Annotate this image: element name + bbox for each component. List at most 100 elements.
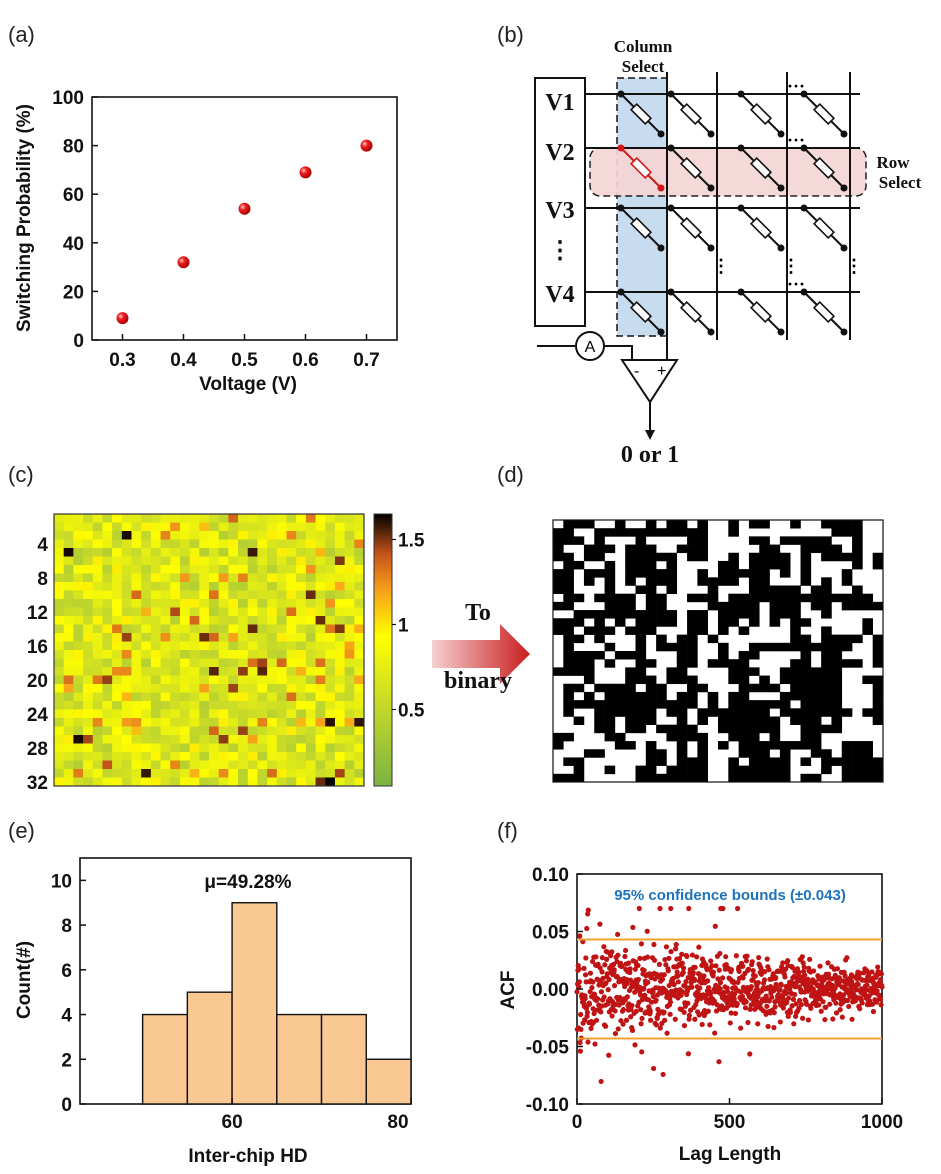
- heatmap-cell: [141, 650, 152, 659]
- heatmap-cell: [179, 641, 191, 651]
- heatmap-cell: [102, 539, 113, 549]
- row-ellipsis: ···: [787, 130, 805, 150]
- binary-cell: [810, 683, 822, 693]
- binary-cell: [779, 700, 791, 709]
- heatmap-cell: [121, 548, 132, 557]
- comparator-icon: [620, 359, 679, 404]
- binary-cell: [831, 675, 843, 685]
- binary-cell: [687, 757, 698, 766]
- binary-cell: [583, 667, 595, 676]
- acf-point: [736, 968, 742, 974]
- binary-cell: [666, 569, 678, 578]
- acf-point: [671, 981, 677, 988]
- heatmap-cell: [54, 565, 65, 574]
- heatmap-cell: [325, 590, 336, 600]
- binary-cell: [779, 569, 791, 578]
- heatmap-cell: [102, 650, 113, 659]
- heatmap-cell: [296, 624, 307, 634]
- acf-point: [648, 999, 655, 1005]
- heatmap-cell: [141, 718, 152, 727]
- binary-cell: [748, 536, 760, 545]
- acf-point: [816, 1002, 822, 1008]
- binary-cell: [738, 683, 750, 693]
- acf-point: [732, 1010, 739, 1017]
- heatmap-cell: [238, 752, 249, 761]
- heatmap-cell: [334, 667, 346, 676]
- heatmap-cell: [63, 573, 74, 583]
- heatmap-cell: [179, 624, 191, 634]
- binary-cell: [769, 552, 781, 562]
- heatmap-cell: [189, 565, 200, 574]
- heatmap-cell: [73, 565, 84, 574]
- heatmap-cell: [247, 667, 258, 676]
- heatmap-cell: [92, 726, 103, 736]
- heatmap-cell: [170, 675, 181, 685]
- binary-cell: [687, 691, 698, 701]
- binary-cell: [862, 593, 873, 603]
- acf-point: [849, 1016, 855, 1022]
- heatmap-cell: [334, 548, 346, 557]
- heatmap-cell: [102, 565, 113, 574]
- binary-cell: [666, 528, 678, 537]
- heatmap-cell: [102, 590, 113, 600]
- binary-cell: [748, 520, 760, 529]
- acf-point: [641, 967, 647, 974]
- heatmap-cell: [344, 675, 355, 685]
- binary-cell: [759, 724, 770, 734]
- binary-cell: [790, 585, 801, 594]
- acf-point: [784, 999, 790, 1006]
- voltage-v4: V4: [545, 282, 574, 308]
- heatmap-cell: [73, 667, 84, 676]
- heatmap-cell: [296, 752, 307, 761]
- heatmap-cell: [218, 522, 229, 532]
- binary-cell: [573, 757, 585, 766]
- heatmap-cell: [209, 684, 220, 693]
- acf-point: [675, 979, 681, 985]
- heatmap-cell: [179, 522, 191, 532]
- heatmap-cell: [286, 735, 297, 744]
- column-ellipsis: ⋮: [845, 256, 863, 276]
- heatmap-cell: [141, 548, 152, 557]
- heatmap-cell: [315, 701, 326, 710]
- heatmap-cell: [286, 752, 297, 761]
- heatmap-cell: [141, 743, 152, 753]
- heatmap-cell: [189, 726, 200, 736]
- heatmap-cell: [334, 726, 346, 736]
- binary-cell: [779, 708, 791, 717]
- binary-cell: [831, 651, 843, 660]
- heatmap-cell: [334, 684, 346, 693]
- binary-cell: [821, 552, 832, 562]
- binary-cell: [676, 716, 688, 725]
- binary-cell: [862, 765, 873, 775]
- binary-cell: [697, 749, 708, 758]
- heatmap-cell: [179, 531, 191, 540]
- binary-cell: [563, 757, 574, 766]
- binary-cell: [821, 593, 832, 603]
- heatmap-cell: [209, 701, 220, 710]
- binary-cell: [594, 593, 605, 603]
- binary-cell: [635, 626, 647, 635]
- acf-point: [724, 989, 731, 995]
- heatmap-cell: [257, 735, 268, 744]
- heatmap-cell: [257, 624, 268, 634]
- heatmap-cell: [315, 548, 326, 557]
- heatmap-cell: [354, 743, 365, 753]
- binary-cell: [728, 601, 739, 611]
- heatmap-cell: [92, 701, 103, 710]
- acf-point: [653, 1022, 659, 1028]
- acf-point: [584, 1009, 590, 1015]
- acf-point: [735, 979, 741, 986]
- heatmap-cell: [112, 709, 123, 719]
- heatmap-cell: [150, 590, 161, 600]
- acf-point: [712, 1030, 718, 1036]
- heatmap-cell: [83, 760, 94, 770]
- binary-cell: [594, 749, 605, 758]
- heatmap-cell: [315, 514, 326, 523]
- binary-cell: [728, 757, 739, 766]
- heatmap-cell: [102, 658, 113, 668]
- heatmap-cell: [160, 539, 171, 549]
- heatmap-cell: [170, 556, 181, 566]
- acf-point: [837, 1007, 843, 1013]
- heatmap-cell: [160, 582, 171, 591]
